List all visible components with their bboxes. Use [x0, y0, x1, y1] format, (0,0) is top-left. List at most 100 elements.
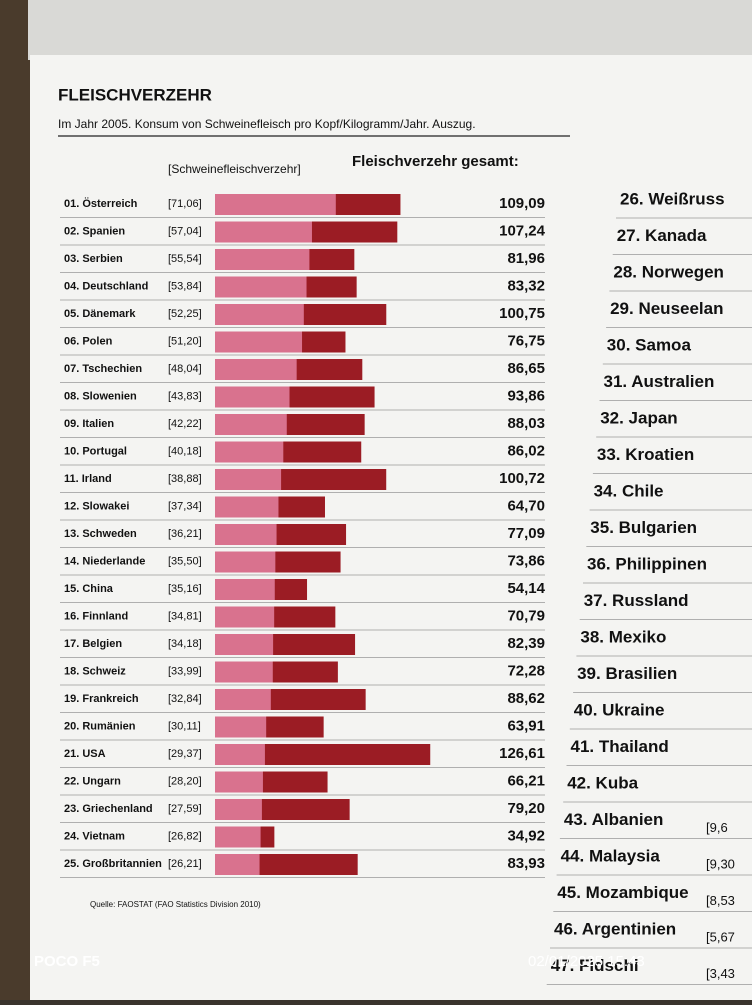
right-label: 44. Malaysia [561, 846, 661, 865]
right-label: 36. Philippinen [587, 554, 707, 573]
right-label: 40. Ukraine [574, 700, 665, 719]
pork-label: [32,84] [168, 693, 202, 705]
right-pork-label: [9,6 [706, 820, 728, 835]
category-label: 05. Dänemark [64, 308, 136, 320]
category-label: 17. Belgien [64, 638, 122, 650]
category-label: 20. Rumänien [64, 720, 136, 732]
right-pork-label: [9,30 [706, 856, 735, 871]
total-label: 34,92 [507, 827, 545, 844]
pork-bar [215, 276, 307, 298]
pork-label: [43,83] [168, 390, 202, 402]
pork-label: [35,16] [168, 583, 202, 595]
total-label: 107,24 [499, 222, 546, 239]
pork-bar [215, 606, 275, 628]
category-label: 22. Ungarn [64, 775, 121, 787]
category-label: 18. Schweiz [64, 665, 126, 677]
pork-bar [215, 386, 290, 408]
pork-label: [36,21] [168, 528, 202, 540]
right-label: 46. Argentinien [554, 919, 676, 938]
right-label: 35. Bulgarien [590, 518, 697, 537]
pork-bar [215, 551, 276, 573]
column-header: [Schweinefleischverzehr] [168, 162, 301, 176]
right-label: 33. Kroatien [597, 445, 694, 464]
pork-label: [42,22] [168, 418, 202, 430]
total-label: 64,70 [507, 497, 545, 514]
category-label: 25. Großbritannien [64, 858, 162, 870]
category-label: 02. Spanien [64, 225, 125, 237]
right-label: 45. Mozambique [557, 883, 688, 902]
pork-label: [26,21] [168, 858, 202, 870]
pork-bar [215, 799, 262, 820]
category-label: 03. Serbien [64, 253, 123, 265]
pork-label: [29,37] [168, 748, 202, 760]
right-pork-label: [8,53 [706, 893, 735, 908]
pork-bar [215, 441, 284, 463]
total-label: 81,96 [507, 250, 545, 267]
pork-bar [215, 194, 336, 215]
pork-label: [34,18] [168, 638, 202, 650]
right-label: 38. Mexiko [580, 627, 666, 646]
source: Quelle: FAOSTAT (FAO Statistics Division… [90, 900, 261, 909]
total-label: 86,02 [507, 442, 545, 459]
watermark-time: 02/01/2025 15:43 [528, 953, 645, 970]
category-label: 21. USA [64, 748, 106, 760]
right-label: 43. Albanien [564, 810, 664, 829]
total-label: 126,61 [499, 745, 545, 762]
pork-label: [38,88] [168, 473, 202, 485]
total-label: 88,62 [507, 690, 545, 707]
pork-bar [215, 331, 303, 353]
total-label: 100,75 [499, 305, 545, 322]
pork-label: [52,25] [168, 308, 202, 320]
total-label: 93,86 [507, 387, 545, 404]
pork-label: [27,59] [168, 803, 202, 815]
category-label: 08. Slowenien [64, 390, 137, 402]
pork-label: [35,50] [168, 555, 202, 567]
total-label: 79,20 [507, 800, 545, 817]
pork-label: [57,04] [168, 225, 202, 237]
pork-bar [215, 771, 263, 793]
total-label: 54,14 [507, 580, 545, 597]
right-label: 41. Thailand [571, 737, 669, 756]
pork-bar [215, 634, 274, 655]
pork-bar [215, 689, 271, 710]
total-label: 109,09 [499, 195, 545, 212]
right-pork-label: [5,67 [706, 929, 735, 944]
pork-bar [215, 661, 273, 683]
right-label: 26. Weißruss [620, 189, 725, 208]
right-label: 37. Russland [584, 591, 689, 610]
total-label: 88,03 [507, 415, 545, 432]
category-label: 04. Deutschland [64, 280, 148, 292]
total-label: 82,39 [507, 635, 545, 652]
total-label: 70,79 [507, 607, 545, 624]
category-label: 13. Schweden [64, 528, 137, 540]
frame-top [28, 0, 752, 60]
pork-bar [215, 304, 304, 325]
pork-bar [215, 414, 287, 435]
category-label: 19. Frankreich [64, 693, 139, 705]
category-label: 07. Tschechien [64, 363, 142, 375]
pork-bar [215, 359, 297, 380]
pork-bar [215, 744, 265, 765]
pork-label: [40,18] [168, 445, 202, 457]
pork-label: [48,04] [168, 363, 202, 375]
right-label: 34. Chile [594, 481, 664, 500]
category-label: 24. Vietnam [64, 830, 125, 842]
pork-label: [51,20] [168, 335, 202, 347]
right-label: 47. Fidschi [551, 956, 639, 975]
chart-subtitle: Im Jahr 2005. Konsum von Schweinefleisch… [58, 117, 476, 131]
total-bar [215, 744, 431, 765]
pork-label: [34,81] [168, 610, 202, 622]
total-label: 72,28 [507, 662, 545, 679]
pork-bar [215, 469, 282, 490]
total-label: 76,75 [507, 332, 545, 349]
category-label: 09. Italien [64, 418, 114, 430]
right-label: 42. Kuba [567, 773, 638, 792]
pork-label: [28,20] [168, 775, 202, 787]
pork-label: [53,84] [168, 280, 202, 292]
total-label: 83,93 [507, 855, 545, 872]
right-pork-label: [3,43 [706, 966, 735, 981]
pork-bar [215, 826, 261, 848]
right-label: 39. Brasilien [577, 664, 677, 683]
category-label: 12. Slowakei [64, 500, 129, 512]
